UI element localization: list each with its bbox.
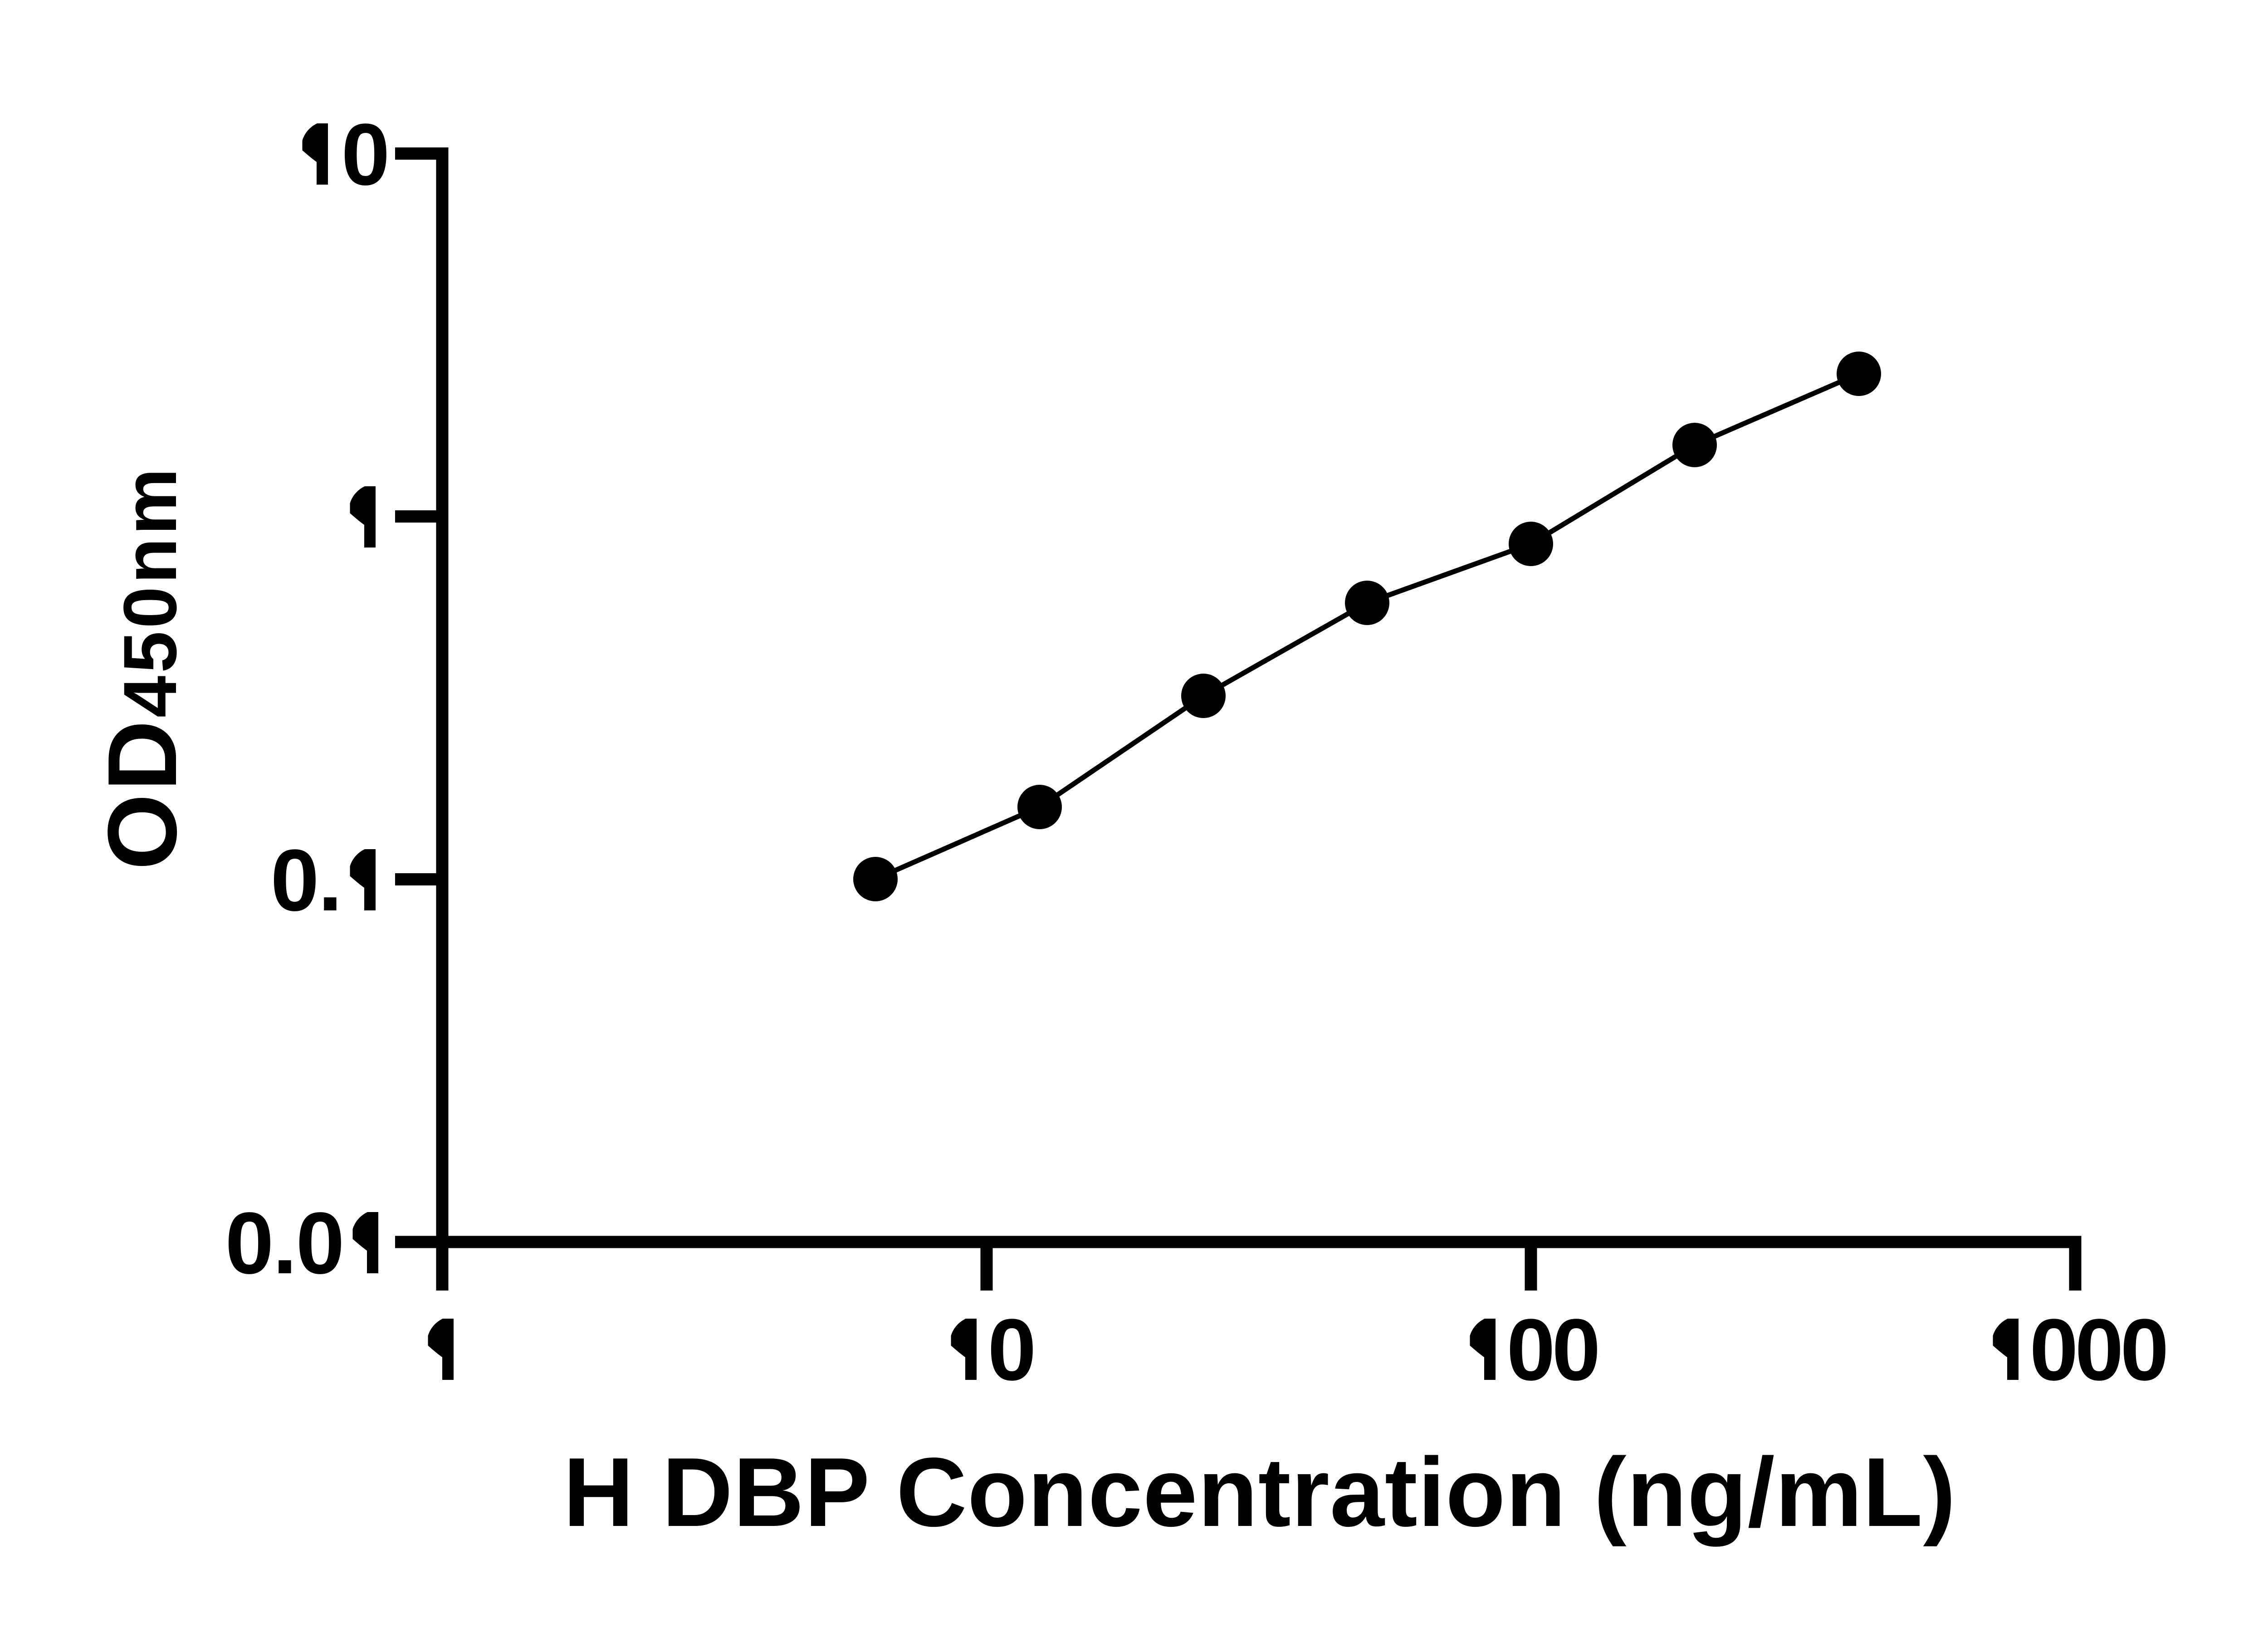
svg-text:0: 0 <box>2029 1301 2078 1398</box>
svg-text:0: 0 <box>2075 1301 2123 1398</box>
svg-text:.: . <box>273 1194 297 1292</box>
svg-text:H DBP Concentration (ng/mL): H DBP Concentration (ng/mL) <box>563 1437 1956 1547</box>
svg-text:0: 0 <box>2120 1301 2169 1398</box>
svg-text:0: 0 <box>1506 1301 1555 1398</box>
svg-text:0: 0 <box>341 105 390 203</box>
svg-text:0: 0 <box>296 1194 344 1292</box>
svg-text:OD450nm: OD450nm <box>87 465 197 870</box>
svg-text:0: 0 <box>270 831 319 929</box>
svg-text:0: 0 <box>1552 1301 1600 1398</box>
svg-text:0: 0 <box>987 1301 1036 1398</box>
svg-text:.: . <box>318 831 342 929</box>
svg-text:0: 0 <box>225 1194 274 1292</box>
